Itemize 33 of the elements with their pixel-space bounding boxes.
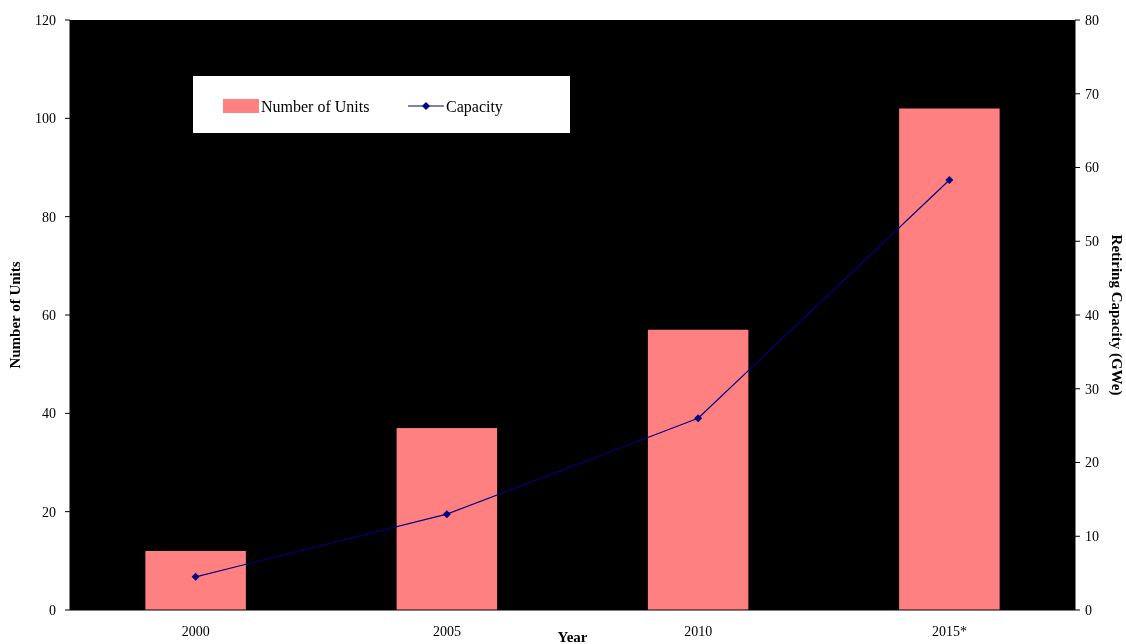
legend-label: Capacity [446,97,503,116]
point [694,414,703,423]
y-tick-label: 80 [42,209,56,225]
point [191,572,200,581]
x-axis-title: Year [557,629,588,644]
y2-axis-title: Retiring Capacity (GWe) [1108,234,1125,396]
y-tick-label: 0 [49,602,56,618]
y-tick-label: 60 [42,307,56,323]
y-tick-label: 20 [42,504,56,520]
y2-tick-label: 50 [1085,234,1099,250]
y2-tick-label: 70 [1085,86,1099,102]
y-tick-label: 120 [35,12,56,28]
y2-tick-label: 20 [1085,455,1099,471]
y-tick-label: 100 [35,111,56,127]
y-axis-title: Number of Units [7,261,23,369]
y-tick-label: 40 [42,406,56,422]
bar [145,551,246,610]
point [945,176,954,185]
point [442,510,451,519]
x-tick-label: 2005 [432,624,461,639]
y2-tick-label: 40 [1085,307,1099,323]
x-tick-label: 2000 [181,624,210,639]
bar [899,108,1000,610]
y2-tick-label: 0 [1085,602,1092,618]
y2-tick-label: 80 [1085,12,1099,28]
y2-tick-label: 30 [1085,381,1099,397]
y2-tick-label: 10 [1085,529,1099,545]
bar [647,329,749,610]
bar [396,428,498,610]
y2-tick-label: 60 [1085,160,1099,176]
x-tick-label: 2015* [931,624,967,639]
x-tick-label: 2010 [684,624,713,639]
legend-label: Number of Units [261,97,370,115]
